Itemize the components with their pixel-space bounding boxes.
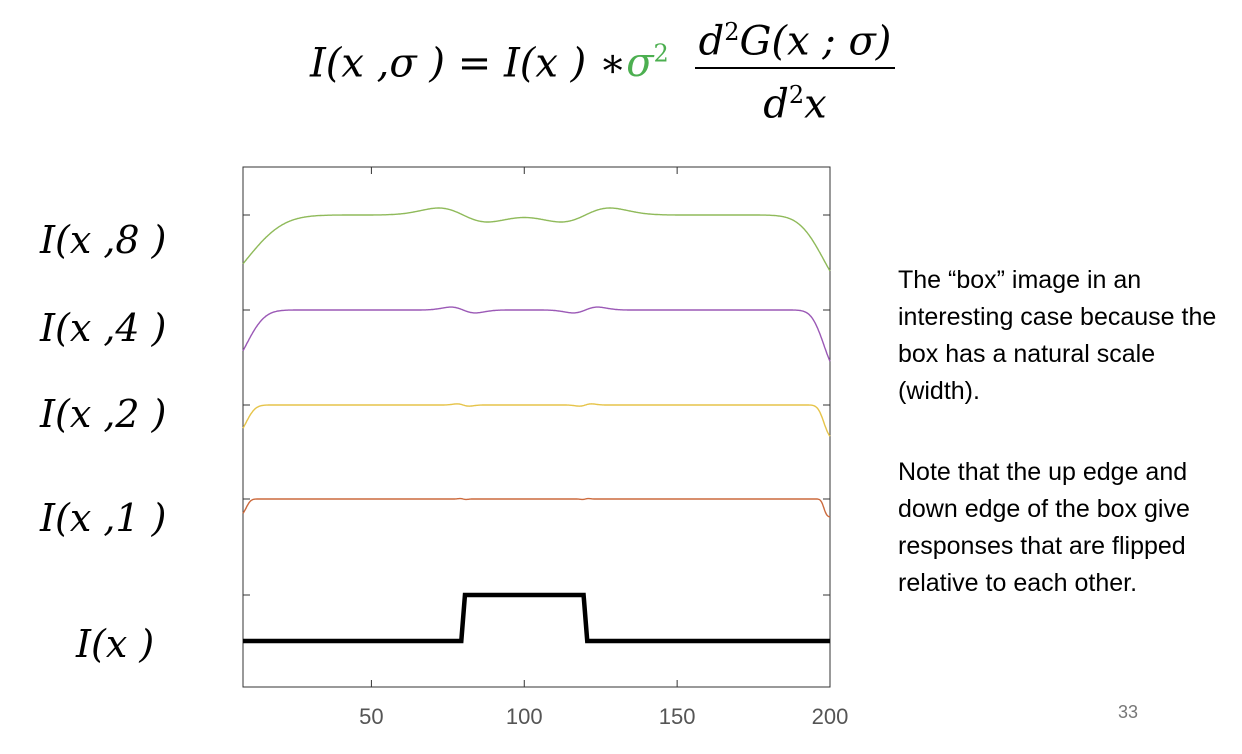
numerator-d: d (698, 18, 725, 65)
curve-sigma8 (242, 207, 831, 272)
curve-box (243, 592, 830, 644)
curve-sigma2 (242, 403, 831, 437)
page-number: 33 (1118, 702, 1139, 722)
equation-sigma: σ2 (626, 40, 669, 86)
equation: I(x ,σ ) = I(x ) ∗σ2 d2G(x ; σ) d2x (300, 10, 920, 127)
row-label-sigma2: I(x ,2 ) (40, 392, 167, 436)
equation-numerator: d2G(x ; σ) (695, 10, 895, 63)
equation-equals: = (457, 40, 492, 87)
equation-sigma-symbol: σ (626, 40, 654, 87)
tick-marks (243, 167, 831, 687)
equation-lhs: I(x ,σ ) (310, 40, 446, 87)
equation-lhs-group: I(x ,σ ) = I(x ) ∗σ2 (310, 40, 669, 86)
equation-denominator: d2x (695, 73, 895, 126)
note-paragraph-2: Note that the up edge and down edge of t… (898, 458, 1190, 597)
x-tick-labels: 50 100 150 200 (359, 704, 848, 729)
equation-sigma-exp: 2 (653, 40, 669, 68)
numerator-exp: 2 (724, 18, 740, 46)
numerator-g: G(x ; σ) (739, 18, 892, 65)
equation-convolve: ∗ (599, 40, 627, 87)
row-label-box: I(x ) (76, 622, 155, 666)
x-tick-label-50: 50 (359, 704, 383, 729)
x-tick-label-150: 150 (659, 704, 696, 729)
denominator-x: x (804, 81, 827, 128)
note-paragraph-1: The “box” image in an interesting case b… (898, 266, 1217, 405)
row-label-sigma4: I(x ,4 ) (40, 306, 167, 350)
denominator-d: d (763, 81, 789, 128)
row-label-sigma8: I(x ,8 ) (40, 218, 167, 262)
fraction-bar (695, 67, 895, 70)
curve-sigma1 (242, 497, 831, 518)
curves (242, 207, 831, 644)
curve-sigma4 (242, 306, 831, 362)
row-label-sigma1: I(x ,1 ) (40, 496, 167, 540)
plot-frame (242, 166, 831, 688)
denominator-exp: 2 (788, 81, 805, 110)
equation-fraction: d2G(x ; σ) d2x (695, 10, 895, 127)
equation-image: I(x ) (503, 40, 587, 87)
x-tick-label-100: 100 (506, 704, 543, 729)
x-tick-label-200: 200 (812, 704, 849, 729)
